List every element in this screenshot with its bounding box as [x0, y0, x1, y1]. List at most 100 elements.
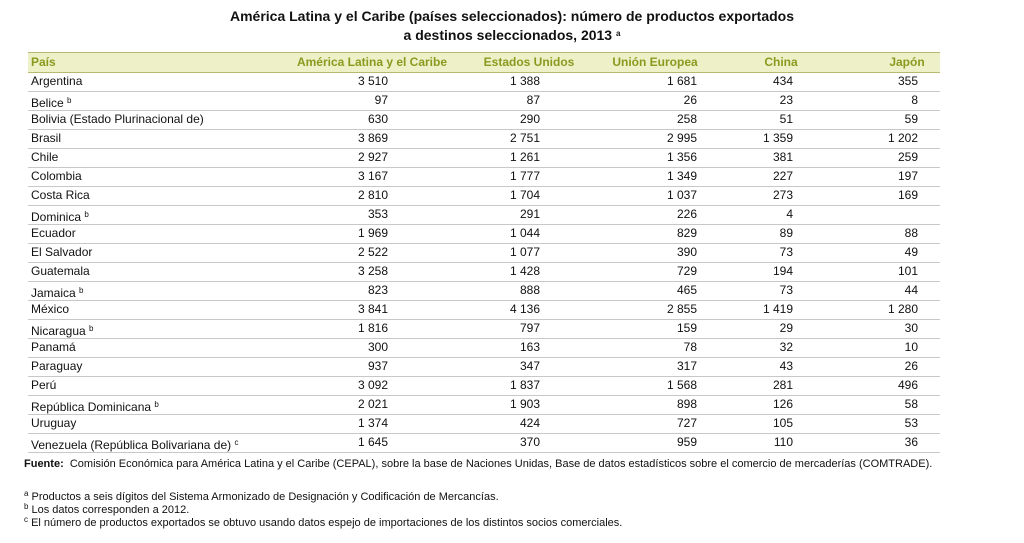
value-cell: 823 — [367, 283, 388, 297]
value-cell: 290 — [519, 112, 540, 126]
value-cell: 2 021 — [357, 397, 388, 411]
country-cell: Jamaica b — [31, 283, 83, 301]
header-band — [28, 52, 940, 73]
country-cell: Nicaragua b — [31, 321, 94, 339]
value-cell: 1 816 — [357, 321, 388, 335]
value-cell: 1 280 — [887, 302, 918, 316]
value-cell: 434 — [772, 74, 793, 88]
value-cell: 317 — [676, 359, 697, 373]
note-mark: a — [24, 489, 29, 498]
value-cell: 88 — [904, 226, 918, 240]
value-cell: 87 — [526, 93, 540, 107]
country-name: Paraguay — [31, 359, 83, 373]
value-cell: 424 — [519, 416, 540, 430]
row-line — [28, 376, 940, 377]
value-cell: 2 751 — [509, 131, 540, 145]
value-cell: 194 — [772, 264, 793, 278]
title-line: a destinos seleccionados, 2013 a — [0, 27, 1024, 43]
country-name: Argentina — [31, 74, 83, 88]
value-cell: 1 202 — [887, 131, 918, 145]
country-cell: Ecuador — [31, 226, 76, 241]
note-mark: a — [615, 29, 621, 38]
header-cell: China — [764, 55, 798, 69]
country-name: Costa Rica — [31, 188, 90, 202]
value-cell: 8 — [911, 93, 918, 107]
value-cell: 1 261 — [509, 150, 540, 164]
value-cell: 227 — [772, 169, 793, 183]
value-cell: 3 092 — [357, 378, 388, 392]
value-cell: 53 — [904, 416, 918, 430]
country-cell: Chile — [31, 150, 58, 165]
header-cell: Unión Europea — [612, 55, 698, 69]
title-line: América Latina y el Caribe (países selec… — [229, 8, 795, 24]
value-cell: 355 — [897, 74, 918, 88]
value-cell: 10 — [904, 340, 918, 354]
country-name: Nicaragua — [31, 324, 86, 338]
value-cell: 1 044 — [509, 226, 540, 240]
country-name: Panamá — [31, 340, 76, 354]
country-cell: Belice b — [31, 93, 71, 111]
value-cell: 2 810 — [357, 188, 388, 202]
header-cell: Estados Unidos — [483, 55, 575, 69]
footnote: a Productos a seis dígitos del Sistema A… — [24, 487, 1014, 504]
value-cell: 1 428 — [509, 264, 540, 278]
country-name: Dominica — [31, 210, 82, 224]
value-cell: 3 510 — [357, 74, 388, 88]
row-line — [28, 186, 940, 187]
note-mark: b — [79, 286, 84, 295]
source-label: Fuente — [24, 458, 61, 470]
header-cell: País — [31, 55, 56, 69]
source: Fuente: Comisión Económica para América … — [24, 458, 1016, 471]
value-cell: 1 349 — [666, 169, 697, 183]
value-cell: 1 077 — [509, 245, 540, 259]
value-cell: 51 — [779, 112, 793, 126]
value-cell: 1 037 — [666, 188, 697, 202]
value-cell: 59 — [904, 112, 918, 126]
value-cell: 2 927 — [357, 150, 388, 164]
value-cell: 73 — [779, 245, 793, 259]
country-cell: Costa Rica — [31, 188, 90, 203]
row-line — [28, 167, 940, 168]
footnote: b Los datos corresponden a 2012. — [24, 500, 1014, 517]
row-line — [28, 224, 940, 225]
row-line — [28, 129, 940, 130]
value-cell: 3 258 — [357, 264, 388, 278]
row-line — [28, 433, 940, 434]
value-cell: 4 136 — [509, 302, 540, 316]
value-cell: 226 — [676, 207, 697, 221]
value-cell: 1 837 — [509, 378, 540, 392]
note-mark: c — [24, 515, 28, 524]
value-cell: 465 — [676, 283, 697, 297]
value-cell: 32 — [779, 340, 793, 354]
country-cell: Guatemala — [31, 264, 90, 279]
country-name: Colombia — [31, 169, 82, 183]
value-cell: 1 356 — [666, 150, 697, 164]
country-cell: Uruguay — [31, 416, 76, 431]
value-cell: 73 — [779, 283, 793, 297]
row-line — [28, 319, 940, 320]
value-cell: 1 568 — [666, 378, 697, 392]
row-line — [28, 110, 940, 111]
value-cell: 2 855 — [666, 302, 697, 316]
note-mark: b — [84, 210, 89, 219]
colon: : — [60, 458, 64, 470]
value-cell: 347 — [519, 359, 540, 373]
country-name: Chile — [31, 150, 59, 164]
value-cell: 43 — [779, 359, 793, 373]
value-cell: 44 — [904, 283, 918, 297]
row-line — [28, 91, 940, 92]
value-cell: 888 — [519, 283, 540, 297]
row-line — [28, 338, 940, 339]
row-line — [28, 300, 940, 301]
value-cell: 163 — [519, 340, 540, 354]
value-cell: 1 419 — [762, 302, 793, 316]
value-cell: 1 388 — [509, 74, 540, 88]
country-cell: Venezuela (República Bolivariana de) c — [31, 435, 238, 453]
country-cell: República Dominicana b — [31, 397, 159, 415]
row-line — [28, 414, 940, 415]
value-cell: 2 995 — [666, 131, 697, 145]
country-cell: Paraguay — [31, 359, 82, 374]
value-cell: 370 — [519, 435, 540, 449]
value-cell: 3 841 — [357, 302, 388, 316]
value-cell: 1 704 — [509, 188, 540, 202]
